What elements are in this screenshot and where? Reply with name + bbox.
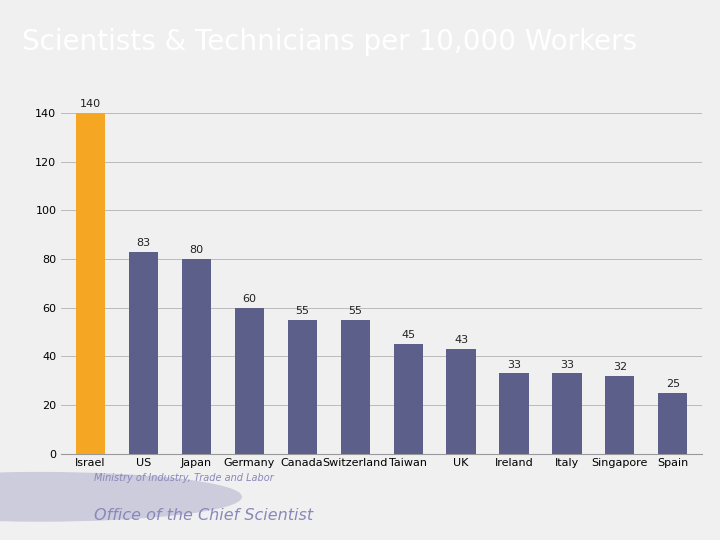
Text: 80: 80 (189, 245, 203, 255)
Bar (658, 393, 688, 454)
Bar (606, 376, 634, 454)
Bar (394, 344, 423, 454)
Bar (76, 113, 105, 454)
Text: 25: 25 (666, 379, 680, 389)
Text: 33: 33 (560, 360, 574, 370)
Text: 32: 32 (613, 362, 627, 372)
Text: Office of the Chief Scientist: Office of the Chief Scientist (94, 508, 312, 523)
Bar (500, 373, 528, 454)
Text: 43: 43 (454, 335, 468, 345)
Bar (341, 320, 369, 454)
Text: 60: 60 (242, 294, 256, 304)
Bar (129, 252, 158, 454)
Text: 55: 55 (348, 306, 362, 316)
Text: 45: 45 (401, 330, 415, 340)
Text: 83: 83 (136, 238, 150, 248)
Bar (552, 373, 582, 454)
Bar (446, 349, 476, 454)
Bar (235, 308, 264, 454)
Bar (181, 259, 211, 454)
Text: Scientists & Technicians per 10,000 Workers: Scientists & Technicians per 10,000 Work… (22, 28, 636, 56)
Bar (287, 320, 317, 454)
Text: Ministry of Industry, Trade and Labor: Ministry of Industry, Trade and Labor (94, 473, 274, 483)
Text: 33: 33 (507, 360, 521, 370)
Circle shape (0, 472, 241, 521)
Text: 140: 140 (80, 99, 101, 109)
Text: 55: 55 (295, 306, 309, 316)
